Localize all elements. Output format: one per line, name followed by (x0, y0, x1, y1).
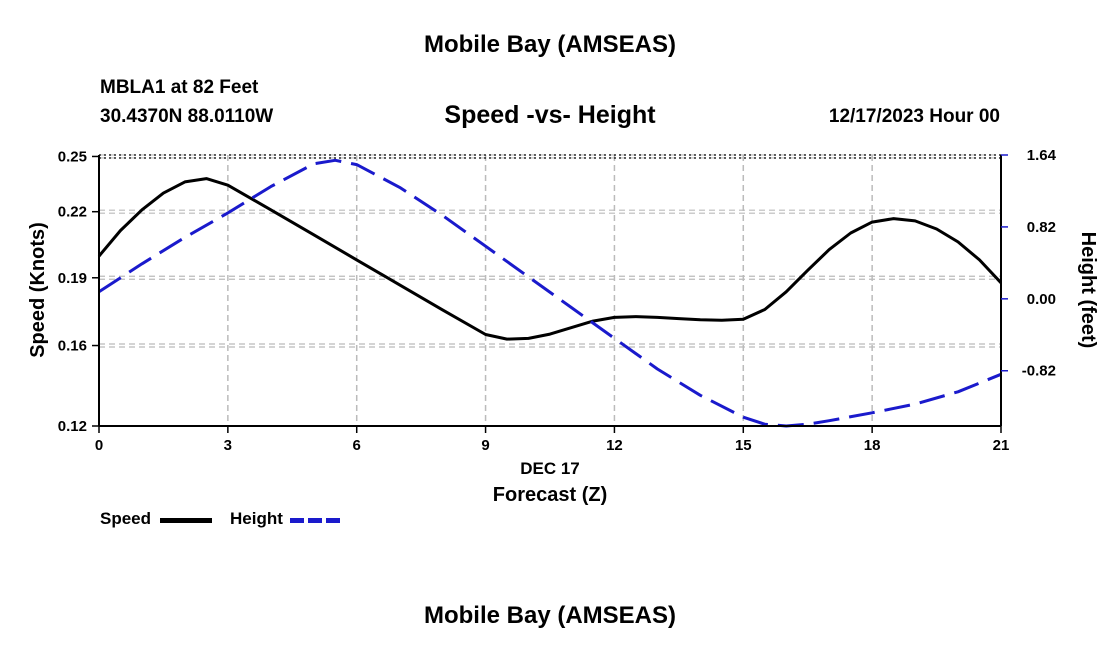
footer-title: Mobile Bay (AMSEAS) (423, 602, 677, 629)
station-coordinates: 30.4370N 88.0110W (100, 106, 274, 127)
x-tick-label: 3 (224, 437, 232, 454)
legend-height-swatch (290, 518, 342, 523)
y-axis-label: Speed (Knots) (27, 222, 49, 358)
series-line-speed (97, 177, 1003, 341)
x-tick-label: 0 (95, 437, 103, 454)
y2-tick-label: 0.82 (1027, 219, 1056, 236)
x-tick-label: 18 (864, 437, 881, 454)
legend-speed-swatch (160, 518, 212, 523)
chart-title: Mobile Bay (AMSEAS) (423, 31, 677, 58)
y-tick-label: 0.25 (58, 148, 87, 165)
station-label: MBLA1 at 82 Feet (100, 77, 259, 98)
y-tick-label: 0.16 (58, 338, 87, 355)
x-axis-date-label: DEC 17 (520, 459, 580, 478)
axis-ticks: 0 3 6 9 12 15 18 21 0.12 0.16 0.19 0.22 0.25 1.64 0.82… (58, 147, 1057, 454)
run-time-label: 12/17/2023 Hour 00 (828, 106, 1000, 127)
x-tick-label: 15 (735, 437, 752, 454)
y2-tick-label: 1.64 (1027, 147, 1057, 164)
x-tick-label: 9 (481, 437, 489, 454)
y-tick-label: 0.19 (58, 270, 87, 287)
legend-speed-label: Speed (100, 509, 152, 528)
series-layer (97, 158, 1003, 428)
x-tick-label: 6 (353, 437, 361, 454)
x-axis-label: Forecast (Z) (493, 484, 607, 506)
y-tick-label: 0.12 (58, 418, 87, 435)
x-tick-label: 21 (993, 437, 1010, 454)
chart-subtitle: Speed -vs- Height (444, 101, 656, 129)
y-tick-label: 0.22 (58, 204, 87, 221)
legend-height-label: Height (230, 509, 283, 528)
plot-frame (98, 154, 1002, 427)
y2-axis-label: Height (feet) (1077, 232, 1099, 349)
y2-tick-label: 0.00 (1027, 291, 1056, 308)
y2-tick-label: -0.82 (1022, 363, 1056, 380)
series-line-height (98, 158, 1002, 428)
x-tick-label: 12 (606, 437, 623, 454)
